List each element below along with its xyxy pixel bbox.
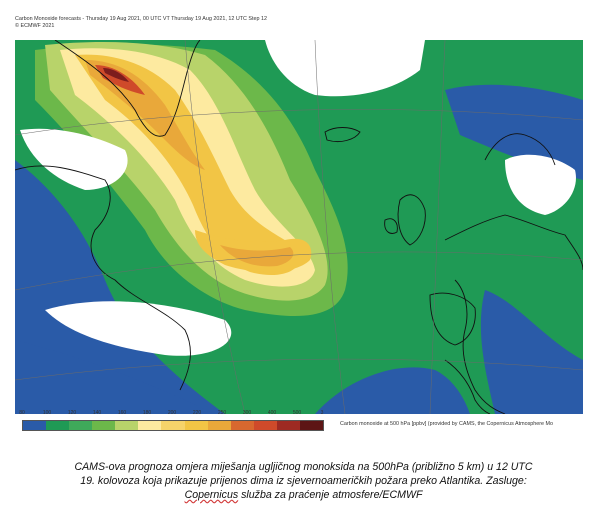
colorbar-swatch — [138, 421, 162, 430]
co-plume-yellow — [75, 54, 301, 276]
caption-copernicus-word: Copernicus — [184, 489, 239, 501]
co-plume-orange-tip — [220, 245, 294, 267]
figure-title: Carbon Monoxide forecasts - Thursday 19 … — [15, 16, 268, 22]
caption-line-1: CAMS-ova prognoza omjera miješanja uglji… — [74, 461, 533, 473]
coastline-scandinavia — [484, 133, 556, 166]
colorbar-swatch — [23, 421, 47, 430]
colorbar-tick-label: 180 — [142, 410, 152, 416]
co-plume-orange — [85, 60, 205, 170]
co-plume-dark-red — [103, 68, 129, 82]
caption-line-2: 19. kolovoza koja prikazuje prijenos dim… — [80, 475, 527, 487]
low-co-region-iberia-sea — [480, 290, 583, 414]
coastline-british-isles — [384, 194, 426, 246]
colorbar-tick-label: 80 — [19, 410, 25, 416]
co-forecast-map — [15, 40, 583, 414]
graticule-meridian-2 — [314, 40, 346, 414]
colorbar-swatch — [69, 421, 93, 430]
missing-data-scandinavia — [505, 154, 576, 215]
colorbar-tick-label: 400 — [267, 410, 277, 416]
colorbar — [22, 420, 324, 431]
colorbar-swatch — [161, 421, 185, 430]
caption-line-3-rest: služba za praćenje atmosfere/ECMWF — [238, 489, 423, 501]
colorbar-tick-label: 220 — [192, 410, 202, 416]
colorbar-tick-label: 500 — [292, 410, 302, 416]
colorbar-tick-label: 300 — [242, 410, 252, 416]
colorbar-swatch — [115, 421, 139, 430]
low-co-region-west — [15, 160, 225, 414]
colorbar-tick-label: 160 — [117, 410, 127, 416]
graticule-arc-3 — [15, 109, 583, 136]
coastline-iberia — [429, 292, 476, 346]
low-co-region-east — [445, 84, 583, 180]
figure-header: Carbon Monoxide forecasts - Thursday 19 … — [15, 16, 267, 30]
figure-caption: CAMS-ova prognoza omjera miješanja uglji… — [0, 460, 607, 502]
colorbar-swatch — [276, 421, 300, 430]
colorbar-tick-label: 250 — [217, 410, 227, 416]
colorbar-caption: Carbon monoxide at 500 hPa [ppbv] (provi… — [340, 421, 554, 427]
colorbar-tick-label: 100 — [42, 410, 52, 416]
caption-line-3: Copernicus služba za praćenje atmosfere/… — [0, 488, 607, 502]
colorbar-swatch — [92, 421, 116, 430]
graticule-arc-2 — [15, 358, 583, 381]
graticule-meridian-1 — [184, 40, 246, 414]
colorbar-swatch — [253, 421, 277, 430]
colorbar-tick-label: 200 — [167, 410, 177, 416]
coastline-europe — [444, 214, 583, 414]
figure-credit: © ECMWF 2021 — [15, 23, 55, 29]
missing-data-baffin — [20, 128, 128, 190]
colorbar-tick-label: 3 — [320, 410, 324, 416]
low-co-region-far-south — [15, 340, 215, 414]
coastline-africa — [444, 359, 491, 414]
colorbar-swatch — [184, 421, 208, 430]
coastline-greenland — [54, 40, 201, 137]
colorbar-tick-labels: 80 100 120 140 160 180 200 220 250 300 400 500 3 — [19, 410, 324, 418]
colorbar-swatch — [299, 421, 324, 430]
colorbar-swatch — [207, 421, 231, 430]
colorbar-tick-label: 140 — [92, 410, 102, 416]
coastline-iceland — [324, 127, 361, 143]
missing-data-atlantic — [45, 301, 232, 356]
coastline-north-america — [15, 165, 191, 391]
graticule-arc-1 — [15, 251, 583, 291]
colorbar-swatch — [230, 421, 254, 430]
colorbar-swatch — [46, 421, 70, 430]
map-canvas — [15, 40, 583, 414]
colorbar-tick-label: 120 — [67, 410, 77, 416]
missing-data-greenland — [265, 40, 425, 97]
graticule-meridian-3 — [429, 40, 446, 414]
